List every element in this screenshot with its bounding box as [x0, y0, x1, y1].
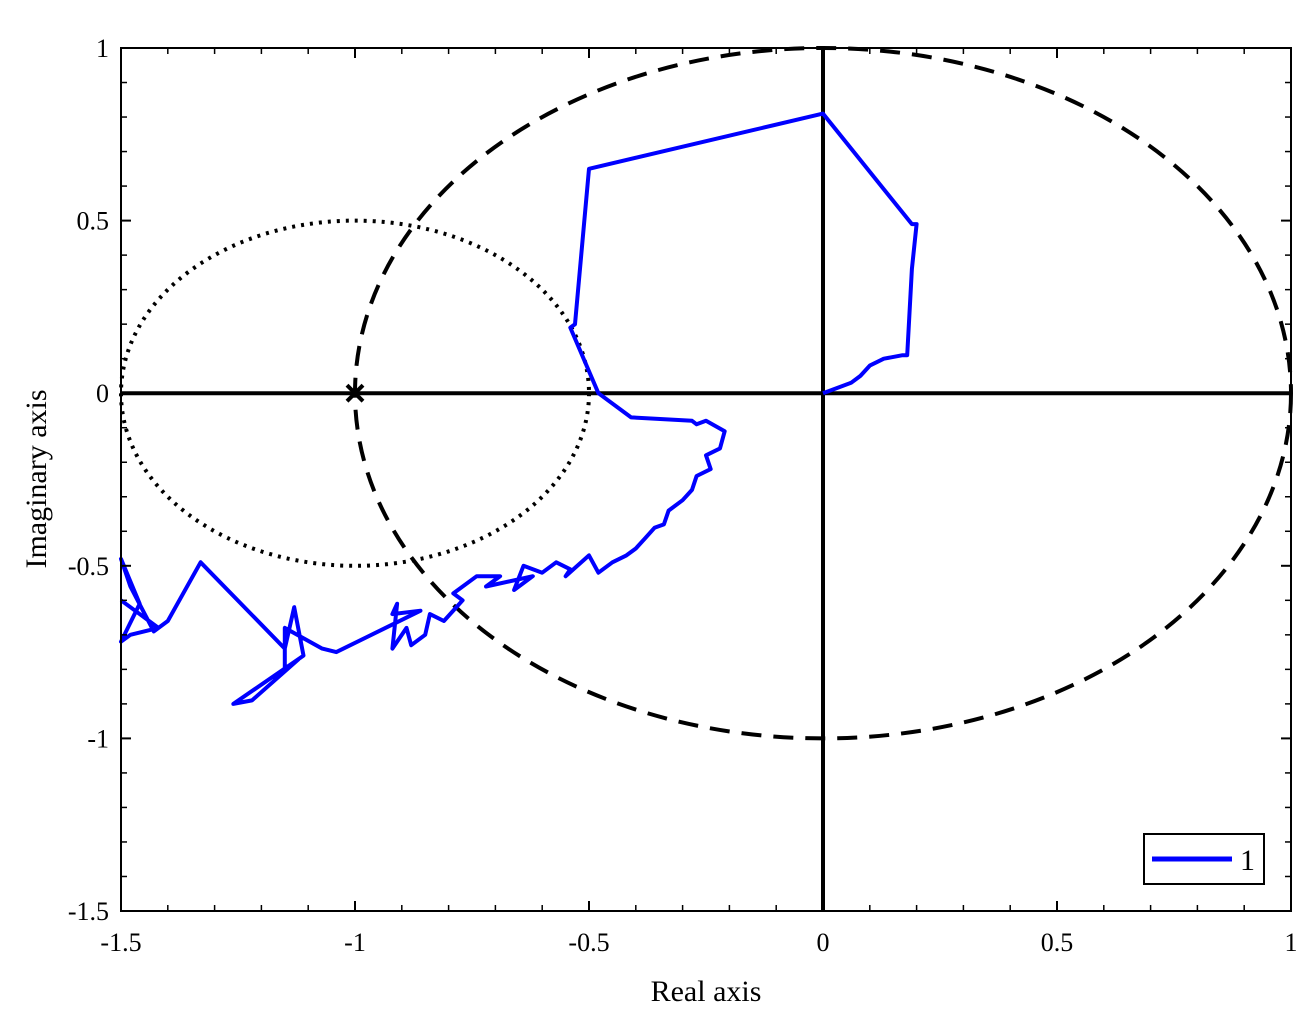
legend: 1 — [1143, 833, 1265, 885]
x-tick-label: 0.5 — [1041, 928, 1074, 957]
plot-background — [121, 48, 1291, 911]
x-tick-label: 1 — [1285, 928, 1298, 957]
x-tick-label: 0 — [817, 928, 830, 957]
y-tick-label: -1.5 — [68, 897, 109, 926]
y-tick-label: 1 — [96, 34, 109, 63]
x-tick-label: -1 — [344, 928, 366, 957]
y-tick-label: 0.5 — [77, 207, 110, 236]
series-layer — [119, 111, 919, 706]
series-line-1 — [119, 111, 919, 706]
legend-label: 1 — [1240, 844, 1255, 877]
x-tick-label: -1.5 — [100, 928, 141, 957]
critical-point-marker — [345, 383, 365, 403]
tick-layer: -1.5 -1 -0.5 0 0.5 1 -1.5 -1 -0.5 0 0.5 1 — [68, 34, 1298, 957]
y-tick-label: -1 — [87, 724, 109, 753]
y-axis-title: Imaginary axis — [20, 389, 53, 568]
critical-point-stroke — [345, 383, 365, 403]
y-tick-label: -0.5 — [68, 552, 109, 581]
x-tick-label: -0.5 — [568, 928, 609, 957]
plot-frame — [120, 47, 1292, 912]
x-axis-title: Real axis — [651, 975, 762, 1008]
y-tick-label: 0 — [96, 379, 109, 408]
